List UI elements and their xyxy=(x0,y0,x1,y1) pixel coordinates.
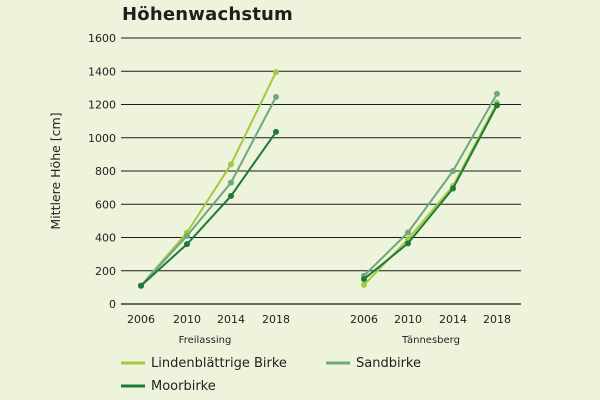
x-tick-label: 2014 xyxy=(439,313,467,326)
x-tick-label: 2010 xyxy=(173,313,201,326)
data-point xyxy=(494,90,500,97)
y-tick-label: 1200 xyxy=(88,99,116,112)
data-point xyxy=(228,161,234,168)
axes: 0 200 400 600 800 1000 1200 1400 1600 Mittlere Hö… xyxy=(48,32,511,346)
data-point xyxy=(361,276,367,283)
data-point xyxy=(273,94,279,101)
series-line xyxy=(140,131,277,287)
data-point xyxy=(450,168,456,174)
data-point xyxy=(138,282,144,289)
grid-lines xyxy=(121,37,521,305)
legend-label: Lindenblättrige Birke xyxy=(151,356,287,371)
series-line xyxy=(363,93,498,277)
y-tick-label: 200 xyxy=(95,265,116,278)
x-tick-label: 2018 xyxy=(262,313,290,326)
data-point xyxy=(228,192,234,199)
legend-label: Sandbirke xyxy=(356,356,421,371)
data-point xyxy=(184,241,190,248)
series-line xyxy=(363,104,498,280)
data-point xyxy=(494,102,500,109)
data-point xyxy=(405,240,411,247)
legend: Lindenblättrige Birke Sandbirke Moorbirke xyxy=(121,356,421,394)
data-point xyxy=(184,232,190,239)
data-point xyxy=(273,69,279,76)
series-line xyxy=(140,71,277,287)
y-tick-label: 800 xyxy=(95,165,116,178)
data-point xyxy=(273,128,279,135)
x-tick-label: 2010 xyxy=(394,313,422,326)
x-tick-label: 2006 xyxy=(350,313,378,326)
group-label: Freilassing xyxy=(179,335,232,346)
y-tick-label: 1600 xyxy=(88,32,116,45)
legend-label: Moorbirke xyxy=(151,379,216,394)
data-point xyxy=(450,185,456,192)
y-tick-label: 400 xyxy=(95,232,116,245)
y-tick-label: 1400 xyxy=(88,65,116,78)
data-point xyxy=(405,229,411,236)
x-tick-label: 2018 xyxy=(483,313,511,326)
y-tick-label: 1000 xyxy=(88,132,116,145)
chart-title: Höhenwachstum xyxy=(122,4,294,25)
x-tick-label: 2006 xyxy=(127,313,155,326)
x-tick-label: 2014 xyxy=(217,313,245,326)
group-label: Tännesberg xyxy=(401,335,460,346)
y-axis-title: Mittlere Höhe [cm] xyxy=(48,112,63,229)
series-line xyxy=(140,96,277,287)
y-tick-label: 600 xyxy=(95,198,116,211)
data-point xyxy=(361,281,367,288)
data-point xyxy=(228,179,234,186)
series-lines xyxy=(138,69,500,289)
y-tick-label: 0 xyxy=(109,298,116,311)
